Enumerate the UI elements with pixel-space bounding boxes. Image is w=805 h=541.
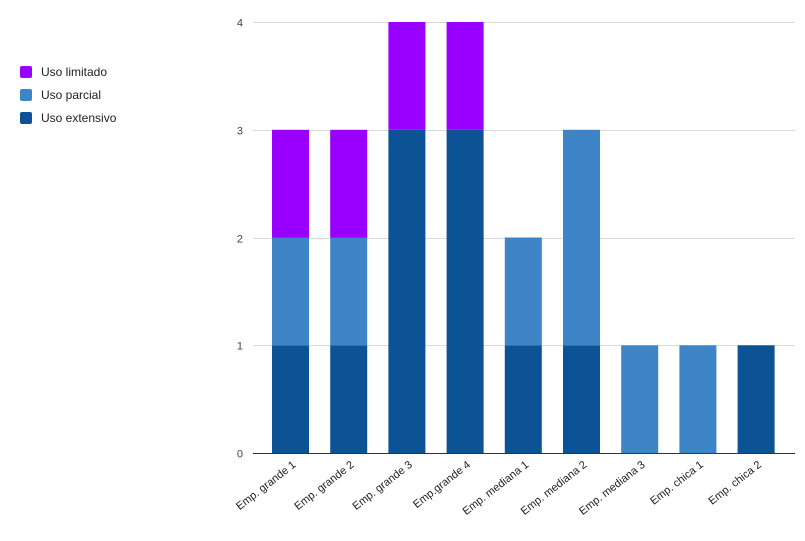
bar-uso-extensivo-emp-grande-3[interactable]: [388, 129, 426, 454]
legend-label-uso-limitado: Uso limitado: [41, 64, 108, 79]
legend-swatch-uso-limitado: [20, 65, 32, 78]
legend-label-uso-parcial: Uso parcial: [41, 87, 102, 102]
bar-uso-extensivo-emp-grande-1[interactable]: [272, 345, 309, 454]
x-tick-label-emp-grande-2: Emp. grande 2: [292, 459, 356, 513]
x-tick-label-emp-grande-3: Emp. grande 3: [350, 459, 414, 513]
bar-uso-limitado-emp-grande-1[interactable]: [272, 129, 309, 238]
legend-label-uso-extensivo: Uso extensivo: [41, 110, 117, 125]
x-tick-label-emp-grande-1: Emp. grande 1: [234, 459, 298, 513]
legend-item-uso-limitado[interactable]: Uso limitado: [20, 60, 116, 83]
bar-uso-limitado-emp-grande-4[interactable]: [446, 22, 484, 130]
bar-uso-extensivo-emp-mediana-2[interactable]: [563, 345, 600, 454]
y-tick-label: 0: [237, 449, 243, 461]
bars: [272, 22, 775, 454]
legend: Uso limitado Uso parcial Uso extensivo: [20, 60, 116, 129]
bar-uso-extensivo-emp-grande-2[interactable]: [330, 345, 368, 454]
y-axis-ticks: 0 1 2 3 4: [237, 18, 243, 461]
bar-uso-parcial-emp-grande-1[interactable]: [272, 237, 309, 346]
bar-uso-extensivo-emp-grande-4[interactable]: [446, 129, 484, 454]
y-tick-label: 1: [237, 341, 243, 353]
bar-uso-parcial-emp-mediana-1[interactable]: [504, 237, 542, 346]
y-tick-label: 2: [237, 234, 243, 246]
bar-uso-parcial-emp-grande-2[interactable]: [330, 237, 368, 346]
y-tick-label: 3: [237, 126, 243, 138]
bar-uso-parcial-emp-mediana-3[interactable]: [621, 345, 659, 454]
legend-swatch-uso-extensivo: [20, 111, 32, 124]
x-tick-label-emp-grande-4: Emp.grande 4: [411, 459, 473, 511]
bar-uso-extensivo-emp-chica-2[interactable]: [737, 345, 775, 454]
y-tick-label: 4: [237, 18, 243, 30]
bar-uso-limitado-emp-grande-2[interactable]: [330, 129, 368, 238]
legend-item-uso-parcial[interactable]: Uso parcial: [20, 83, 116, 106]
bar-uso-extensivo-emp-mediana-1[interactable]: [504, 345, 542, 454]
x-tick-label-emp-chica-1: Emp. chica 1: [648, 459, 706, 508]
bar-uso-parcial-emp-chica-1[interactable]: [679, 345, 717, 454]
legend-item-uso-extensivo[interactable]: Uso extensivo: [20, 106, 116, 129]
x-tick-label-emp-chica-2: Emp. chica 2: [706, 459, 764, 508]
legend-swatch-uso-parcial: [20, 88, 32, 101]
bar-uso-parcial-emp-mediana-2[interactable]: [563, 129, 600, 346]
bar-uso-limitado-emp-grande-3[interactable]: [388, 22, 426, 130]
